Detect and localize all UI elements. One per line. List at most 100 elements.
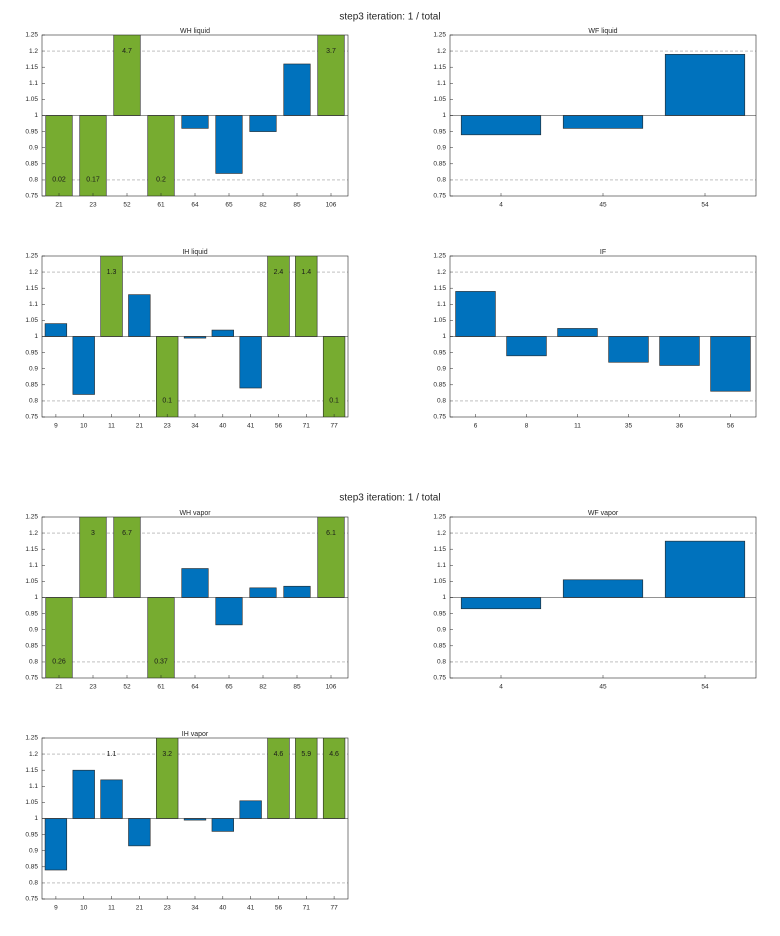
value-label: 1.3 — [107, 269, 117, 276]
y-tick-label: 0.9 — [29, 626, 38, 633]
value-label: 0.1 — [329, 398, 339, 405]
y-tick-label: 1.15 — [25, 546, 38, 553]
bar — [664, 540, 746, 598]
x-tick-label: 71 — [303, 905, 311, 912]
y-tick-label: 0.95 — [25, 610, 38, 617]
bar — [249, 587, 277, 598]
x-tick-label: 82 — [259, 202, 267, 209]
value-label: 3.7 — [326, 48, 336, 55]
y-tick-label: 0.9 — [29, 847, 38, 854]
bar — [562, 115, 644, 129]
bar — [557, 328, 598, 337]
y-tick-label: 0.85 — [433, 643, 446, 650]
y-tick-label: 1.05 — [25, 799, 38, 806]
x-tick-label: 106 — [326, 684, 337, 691]
y-tick-label: 1 — [34, 112, 38, 119]
y-tick-label: 1.2 — [29, 269, 38, 276]
x-tick-label: 21 — [55, 684, 63, 691]
y-tick-label: 1.25 — [25, 253, 38, 260]
value-label: 0.1 — [162, 398, 172, 405]
bar — [45, 597, 73, 678]
bar — [664, 54, 746, 116]
x-tick-label: 54 — [701, 684, 709, 691]
x-tick-label: 71 — [303, 423, 311, 430]
axes-box — [41, 34, 349, 197]
axes: 0.75 0.8 0.85 0.9 0.95 1 1.05 1.1 1.15 1.2 1.25 9 10… — [25, 731, 349, 912]
y-tick-label: 1.1 — [29, 562, 38, 569]
y-tick-label: 1.1 — [29, 301, 38, 308]
x-tick-label: 11 — [108, 423, 115, 430]
x-tick-label: 9 — [54, 423, 58, 430]
bar — [455, 291, 496, 337]
y-tick-label: 1.15 — [433, 64, 446, 71]
y-tick-label: 1.2 — [437, 269, 446, 276]
y-tick-label: 1.15 — [25, 64, 38, 71]
y-tick-label: 1.25 — [25, 514, 38, 521]
y-tick-label: 0.8 — [437, 398, 446, 405]
value-label: 6.7 — [122, 530, 132, 537]
bar — [506, 336, 547, 357]
x-tick-label: 11 — [108, 905, 115, 912]
bar — [317, 517, 345, 598]
bar — [72, 336, 95, 395]
value-label: 6.1 — [326, 530, 336, 537]
y-tick-label: 0.85 — [25, 161, 38, 168]
y-tick-label: 1.25 — [25, 735, 38, 742]
x-tick-label: 85 — [293, 684, 301, 691]
bars — [460, 540, 746, 610]
chart-title: WF liquid — [588, 28, 617, 35]
value-label: 4.7 — [122, 48, 132, 55]
y-tick-label: 1.1 — [437, 80, 446, 87]
y-tick-label: 0.8 — [437, 659, 446, 666]
y-tick-label: 1.15 — [25, 285, 38, 292]
y-tick-label: 1.05 — [25, 96, 38, 103]
axes: 0.75 0.8 0.85 0.9 0.95 1 1.05 1.1 1.15 1.2 1.25 21 0… — [25, 510, 349, 691]
y-tick-label: 1.2 — [29, 530, 38, 537]
bar — [460, 597, 542, 610]
chart-title: IH vapor — [182, 731, 209, 738]
value-label: 4.6 — [274, 751, 284, 758]
bar — [181, 115, 209, 129]
x-tick-label: 41 — [247, 905, 255, 912]
y-tick-label: 0.85 — [25, 643, 38, 650]
chart-title: WF vapor — [588, 510, 619, 517]
y-tick-label: 0.9 — [29, 365, 38, 372]
bar — [215, 597, 243, 626]
y-tick-label: 1.05 — [25, 317, 38, 324]
axes: 0.75 0.8 0.85 0.9 0.95 1 1.05 1.1 1.15 1.2 1.25 4 45… — [433, 28, 757, 209]
x-tick-label: 65 — [225, 684, 233, 691]
y-tick-label: 0.8 — [29, 177, 38, 184]
y-tick-label: 1.1 — [437, 562, 446, 569]
axes: 0.75 0.8 0.85 0.9 0.95 1 1.05 1.1 1.15 1.2 1.25 6 8 1… — [433, 249, 757, 430]
bar — [659, 336, 700, 366]
value-label: 1.4 — [301, 269, 311, 276]
x-tick-label: 77 — [330, 423, 338, 430]
value-label: 1.1 — [107, 751, 117, 758]
bar — [608, 336, 649, 363]
x-tick-label: 82 — [259, 684, 267, 691]
x-tick-label: 106 — [326, 202, 337, 209]
x-tick-label: 61 — [157, 202, 165, 209]
x-tick-label: 23 — [89, 202, 97, 209]
value-label: 0.26 — [52, 659, 66, 666]
y-tick-label: 1.1 — [29, 80, 38, 87]
y-tick-label: 1.15 — [433, 546, 446, 553]
y-tick-label: 0.95 — [25, 349, 38, 356]
x-tick-label: 40 — [219, 905, 227, 912]
y-tick-label: 0.75 — [433, 675, 446, 682]
bar — [44, 818, 68, 871]
y-tick-label: 0.85 — [433, 382, 446, 389]
x-tick-label: 34 — [191, 905, 199, 912]
y-tick-label: 0.8 — [29, 880, 38, 887]
y-tick-label: 1.05 — [433, 96, 446, 103]
x-tick-label: 40 — [219, 423, 227, 430]
x-tick-label: 56 — [727, 423, 735, 430]
chart-title: WH liquid — [180, 28, 210, 35]
x-tick-label: 64 — [191, 684, 199, 691]
y-tick-label: 0.85 — [433, 161, 446, 168]
bar — [79, 517, 107, 598]
bar — [249, 115, 277, 132]
y-tick-label: 0.8 — [29, 398, 38, 405]
